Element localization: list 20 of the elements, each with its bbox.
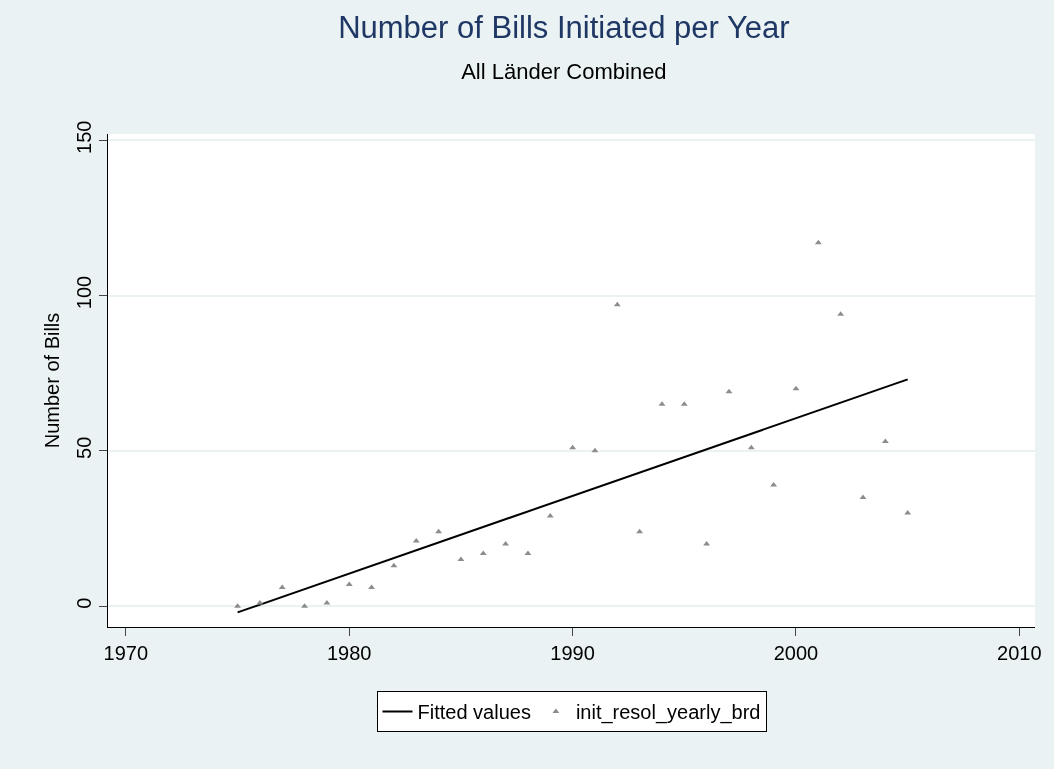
- x-tick-label: 1970: [103, 642, 149, 664]
- legend-label: Fitted values: [417, 701, 531, 724]
- point: [435, 528, 443, 534]
- x-tick-label: 2000: [773, 642, 819, 664]
- x-tick-label: 2010: [997, 642, 1042, 664]
- point: [368, 584, 376, 590]
- y-tick-label: 150: [73, 120, 95, 154]
- chart-title: Number of Bills Initiated per Year: [338, 10, 790, 46]
- y-tick-label: 0: [73, 597, 95, 609]
- point: [457, 556, 465, 562]
- point: [881, 438, 889, 444]
- x-tick-label: 1980: [326, 642, 372, 664]
- y-tick-label: 50: [73, 436, 95, 459]
- legend-label: init_resol_yearly_brd: [575, 701, 761, 725]
- y-axis-title: Number of Bills: [40, 312, 63, 449]
- point: [278, 584, 286, 590]
- x-tick-label: 1990: [550, 642, 595, 664]
- chart-subtitle: All Länder Combined: [461, 58, 667, 84]
- point: [636, 528, 644, 534]
- y-tick-label: 100: [73, 275, 95, 310]
